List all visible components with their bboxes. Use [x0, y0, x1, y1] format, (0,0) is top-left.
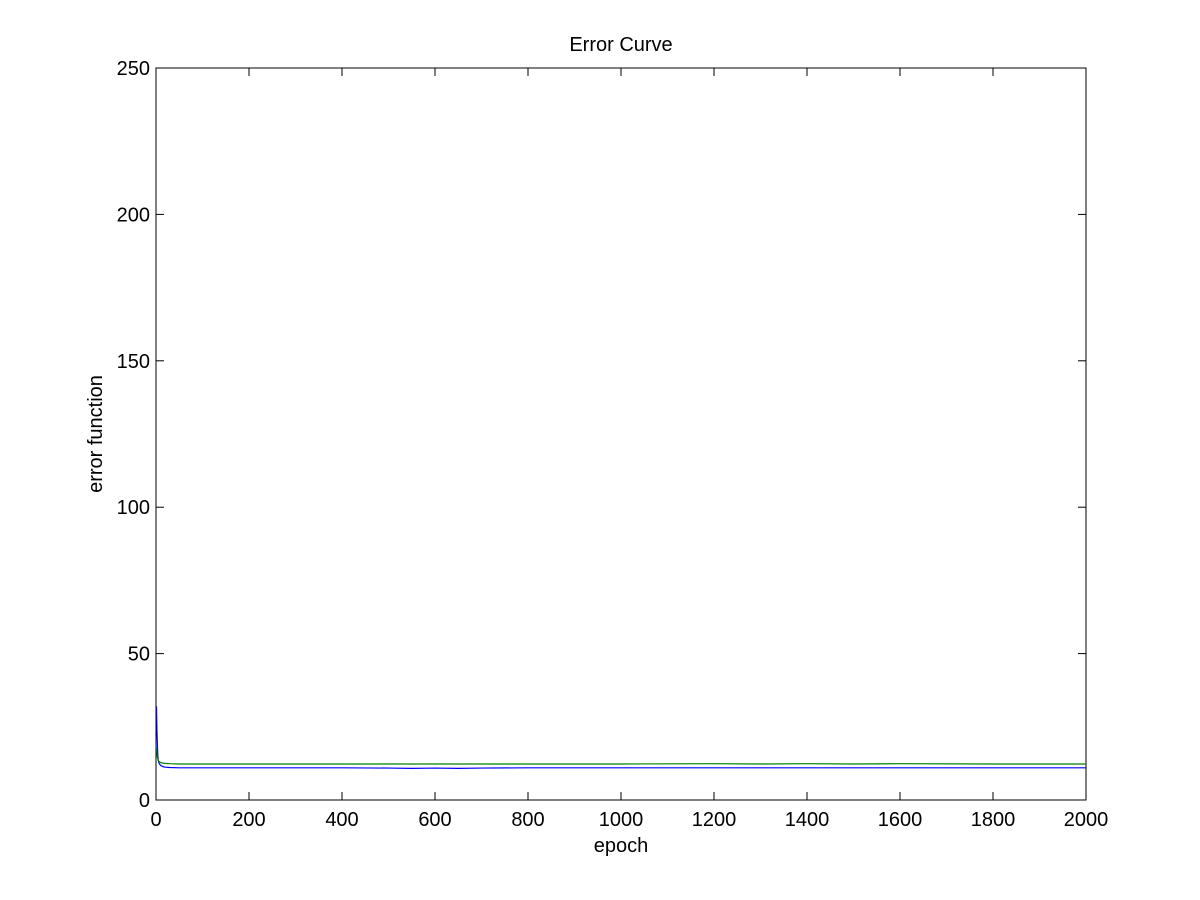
x-tick-label: 1600 — [878, 809, 923, 831]
y-tick-label: 250 — [117, 58, 150, 80]
x-axis-label: epoch — [594, 835, 649, 857]
x-tick-label: 800 — [511, 809, 544, 831]
y-tick-label: 200 — [117, 204, 150, 226]
x-tick-label: 1400 — [785, 809, 830, 831]
series-line-2 — [155, 747, 1086, 765]
x-tick-label: 200 — [232, 809, 265, 831]
y-tick-label: 0 — [139, 790, 150, 812]
x-tick-label: 600 — [418, 809, 451, 831]
y-tick-label: 100 — [117, 497, 150, 519]
series-layer — [155, 706, 1086, 769]
chart-title: Error Curve — [569, 34, 672, 56]
y-axis-label: error function — [85, 375, 107, 493]
x-tick-label: 0 — [150, 809, 161, 831]
y-tick-label: 50 — [128, 644, 150, 666]
x-tick-label: 1000 — [599, 809, 644, 831]
plot-area — [155, 67, 1087, 801]
x-tick-label: 2000 — [1064, 809, 1109, 831]
y-tick-label: 150 — [117, 351, 150, 373]
axis-ticks: 0 200 400 600 800 1000 1200 1400 1600 1800 2000 0 50… — [117, 58, 1109, 831]
x-tick-label: 1800 — [971, 809, 1016, 831]
x-tick-label: 1200 — [692, 809, 737, 831]
x-tick-label: 400 — [325, 809, 358, 831]
